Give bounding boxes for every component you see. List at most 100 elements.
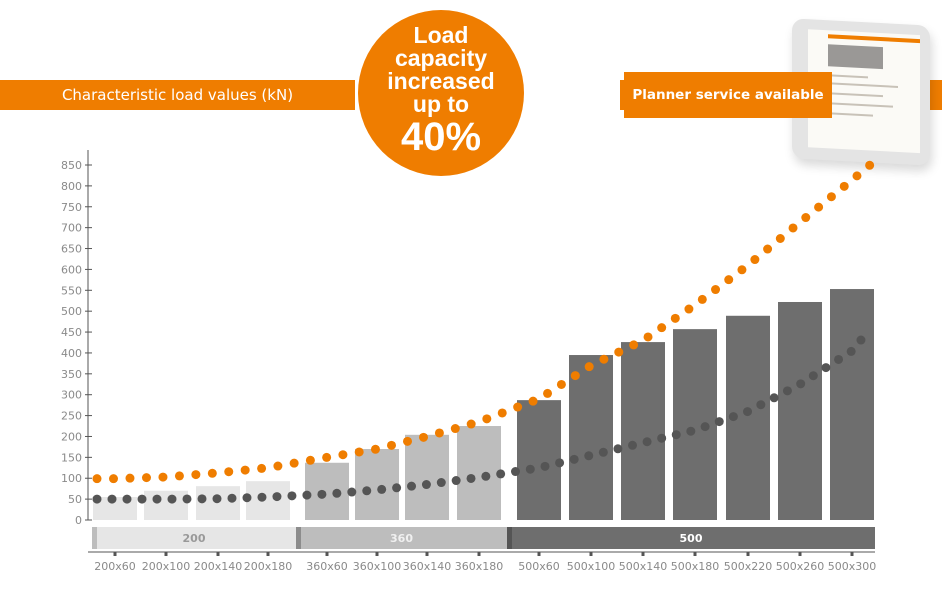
orange-trend-dot [528, 396, 538, 406]
orange-trend-dot [570, 371, 580, 381]
orange-trend-dot [643, 332, 653, 342]
bar-200x100 [144, 490, 188, 520]
orange-trend-dot [158, 472, 168, 482]
x-tick [537, 552, 541, 556]
y-tick-label: 300 [61, 389, 82, 402]
x-tick [113, 552, 117, 556]
x-tick-label: 500x300 [828, 560, 877, 573]
grey-trend-dot [856, 335, 866, 345]
orange-trend-dot [737, 265, 747, 275]
bar-200x180 [246, 481, 290, 520]
y-tick-label: 200 [61, 430, 82, 443]
grey-trend-dot [821, 363, 831, 373]
x-tick [266, 552, 270, 556]
planner-service-text: Planner service available [632, 87, 824, 103]
grey-trend-dot [714, 417, 724, 427]
planner-service-banner[interactable]: Planner service available [624, 72, 832, 118]
grey-trend-dot [182, 494, 192, 504]
orange-trend-dot [839, 181, 849, 191]
grey-trend-dot [407, 481, 417, 491]
y-tick-label: 0 [75, 514, 82, 527]
x-tick-label: 360x100 [353, 560, 402, 573]
orange-trend-dot [257, 463, 267, 473]
x-tick-label: 500x60 [518, 560, 560, 573]
grey-trend-dot [466, 473, 476, 483]
grey-trend-dot [481, 471, 491, 481]
y-tick-label: 850 [61, 159, 82, 172]
grey-trend-dot [525, 464, 535, 474]
x-tick-label: 200x60 [94, 560, 136, 573]
orange-trend-dot [697, 294, 707, 304]
y-tick-label: 50 [68, 493, 82, 506]
grey-trend-dot [796, 379, 806, 389]
bar-500x180 [673, 329, 717, 520]
bar-500x140 [621, 342, 665, 520]
grey-trend-dot [510, 467, 520, 477]
x-tick [425, 552, 429, 556]
group-band-marker [507, 527, 512, 549]
bar-500x60 [517, 400, 561, 520]
x-tick-label: 500x220 [724, 560, 773, 573]
orange-trend-dot [599, 354, 609, 364]
group-label: 500 [680, 532, 703, 545]
left-banner-text: Characteristic load values (kN) [61, 86, 294, 104]
y-tick-label: 800 [61, 180, 82, 193]
orange-trend-dot [556, 379, 566, 389]
badge-line: Load [413, 22, 469, 48]
grey-trend-dot [137, 494, 147, 504]
orange-trend-dot [629, 340, 639, 350]
grey-trend-dot [362, 486, 372, 496]
grey-trend-dot [613, 444, 623, 454]
grey-trend-dot [743, 407, 753, 417]
grey-trend-dot [598, 447, 608, 457]
grey-trend-dot [671, 430, 681, 440]
bar-500x260 [778, 301, 822, 520]
grey-trend-dot [272, 492, 282, 502]
grey-trend-dot [657, 433, 667, 443]
grey-trend-dot [212, 494, 222, 504]
orange-trend-dot [240, 465, 250, 475]
bar-500x300 [830, 289, 874, 520]
orange-trend-dot [814, 202, 824, 212]
x-tick [589, 552, 593, 556]
badge-value: 40% [400, 115, 482, 159]
grey-trend-dot [347, 487, 357, 497]
y-tick-label: 650 [61, 243, 82, 256]
x-tick-label: 360x60 [306, 560, 348, 573]
x-tick [164, 552, 168, 556]
orange-trend-dot [826, 192, 836, 202]
orange-trend-dot [191, 470, 201, 480]
orange-trend-dot [711, 285, 721, 295]
x-tick-label: 500x140 [619, 560, 668, 573]
x-tick [746, 552, 750, 556]
y-tick-label: 750 [61, 201, 82, 214]
grey-trend-dot [808, 371, 818, 381]
y-tick-label: 600 [61, 263, 82, 276]
grey-trend-dot [257, 492, 267, 502]
y-tick-label: 550 [61, 284, 82, 297]
grey-trend-dot [555, 458, 565, 468]
grey-trend-dot [167, 494, 177, 504]
orange-trend-dot [763, 244, 773, 254]
orange-trend-dot [852, 171, 862, 181]
group-band-marker [92, 527, 97, 549]
y-tick-label: 350 [61, 368, 82, 381]
orange-trend-dot [92, 474, 102, 484]
x-tick [325, 552, 329, 556]
x-tick-label: 360x140 [403, 560, 452, 573]
group-label: 200 [183, 532, 206, 545]
grey-trend-dot [686, 426, 696, 436]
orange-trend-dot [370, 444, 380, 454]
x-tick-label: 200x140 [194, 560, 243, 573]
grey-trend-dot [332, 488, 342, 498]
grey-trend-dot [92, 494, 102, 504]
bar-360x140 [405, 434, 449, 520]
orange-trend-dot [450, 424, 460, 434]
grey-trend-dot [569, 454, 579, 464]
grey-trend-dot [392, 483, 402, 493]
x-tick-label: 500x100 [567, 560, 616, 573]
orange-trend-dot [657, 323, 667, 333]
orange-trend-dot [305, 455, 315, 465]
x-tick-label: 360x180 [455, 560, 504, 573]
